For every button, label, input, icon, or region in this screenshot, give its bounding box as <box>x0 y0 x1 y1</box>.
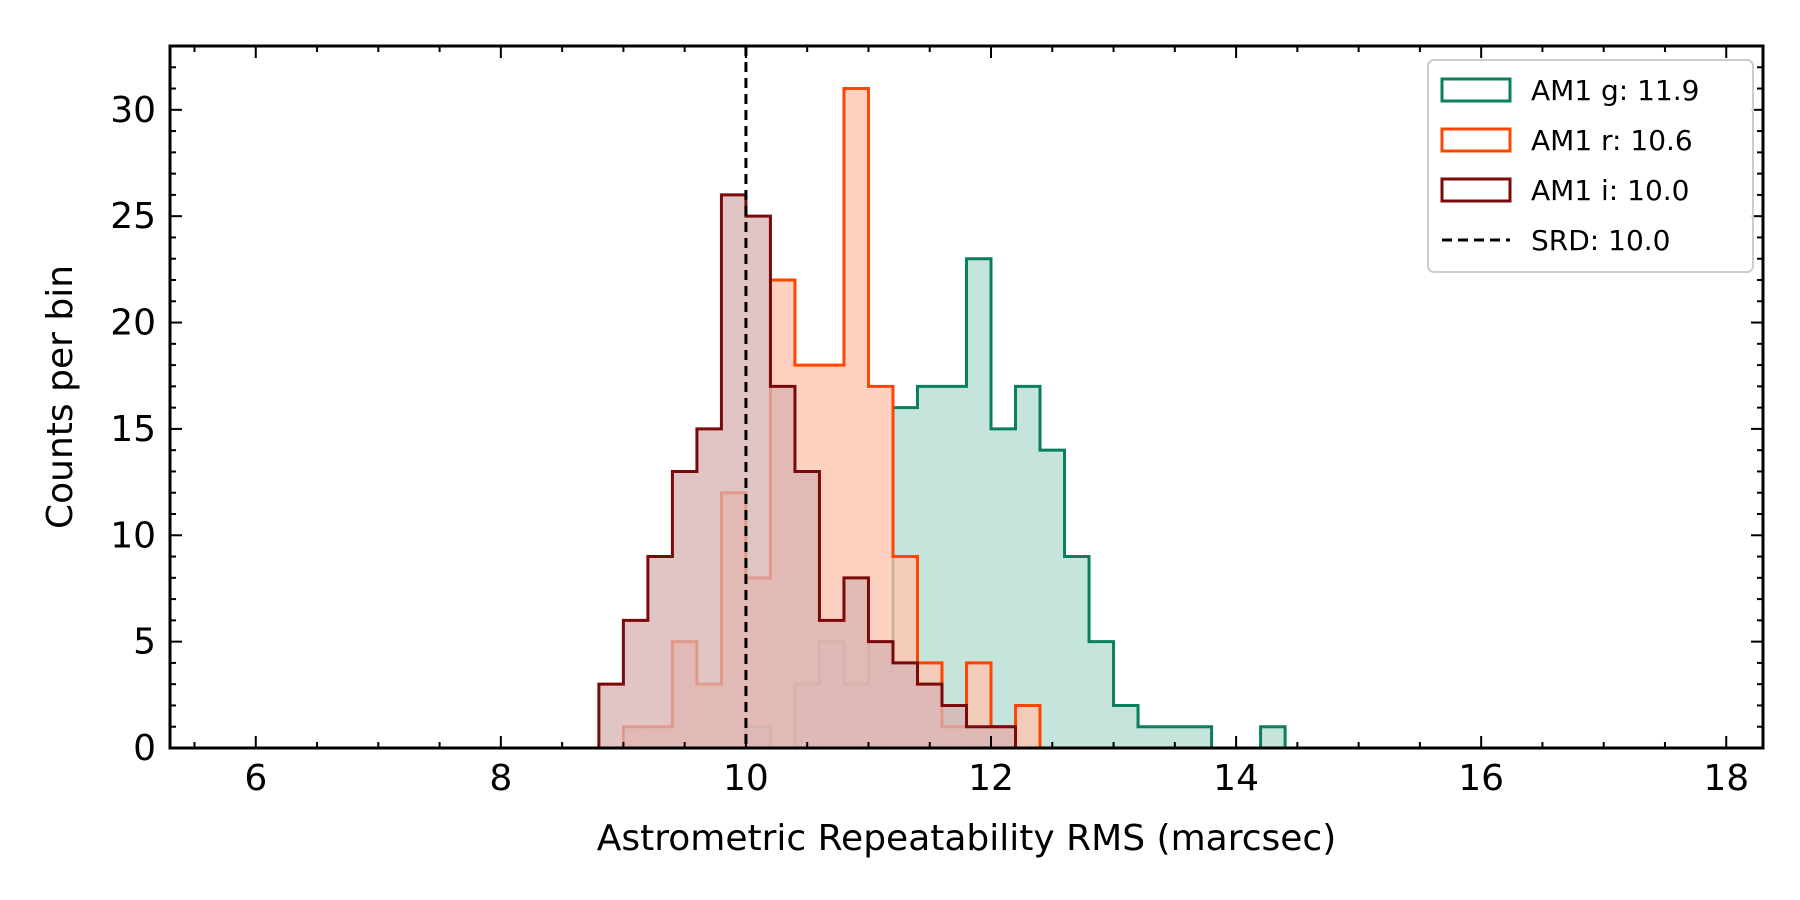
legend-box <box>1427 59 1754 273</box>
y-tick-label: 15 <box>110 409 156 450</box>
bar <box>868 641 893 748</box>
bar <box>598 684 624 748</box>
x-tick-label: 14 <box>1213 758 1259 799</box>
bar <box>647 556 673 748</box>
x-axis-label: Astrometric Repeatability RMS (marcsec) <box>597 818 1337 859</box>
x-tick-label: 16 <box>1458 758 1504 799</box>
x-tick-label: 18 <box>1703 758 1749 799</box>
y-tick-label: 25 <box>110 196 156 237</box>
bar <box>623 620 648 748</box>
bar <box>1260 726 1286 748</box>
bar <box>917 684 942 748</box>
series-2-fills <box>598 194 1016 749</box>
bar <box>1040 450 1065 748</box>
series-2-outline <box>597 193 1018 748</box>
y-tick-label: 0 <box>133 728 156 769</box>
x-tick-label: 10 <box>723 758 769 799</box>
bar <box>941 705 967 748</box>
legend-label: AM1 g: 11.9 <box>1531 74 1699 107</box>
bar <box>819 620 844 748</box>
y-tick-label: 20 <box>110 303 156 344</box>
bar <box>672 471 697 748</box>
bar <box>721 194 746 749</box>
series-layer <box>597 87 1287 750</box>
plot-frame <box>168 44 1765 750</box>
bar <box>1187 726 1212 748</box>
x-tick-label: 8 <box>489 758 512 799</box>
x-tick-label: 6 <box>244 758 267 799</box>
bar <box>991 726 1016 748</box>
series-2 <box>597 193 1018 749</box>
y-tick-label: 5 <box>133 622 156 663</box>
bar <box>696 428 722 748</box>
bar <box>843 577 869 748</box>
legend-label: SRD: 10.0 <box>1531 224 1670 257</box>
bar <box>1138 726 1163 748</box>
bar <box>1089 641 1114 748</box>
bar <box>794 471 820 748</box>
bar <box>1015 705 1041 748</box>
bar <box>1162 726 1188 748</box>
bar <box>1113 705 1139 748</box>
legend-label: AM1 r: 10.6 <box>1531 124 1693 157</box>
bar <box>745 216 771 748</box>
bar <box>892 662 918 748</box>
bar <box>991 428 1016 748</box>
y-tick-label: 10 <box>110 515 156 556</box>
bar <box>770 386 795 748</box>
y-axis-label: Counts per bin <box>40 265 81 529</box>
legend-swatch <box>1440 177 1512 203</box>
ticks-layer: 6 8 10 12 14 16 18 0 5 10 15 20 25 30 <box>110 45 1763 799</box>
bar <box>1015 386 1041 748</box>
bar <box>941 386 967 748</box>
bar <box>1064 556 1090 748</box>
bar <box>966 726 992 748</box>
legend-swatch <box>1440 127 1512 153</box>
legend-swatch <box>1440 77 1512 103</box>
legend-label: AM1 i: 10.0 <box>1531 174 1689 207</box>
y-tick-label: 30 <box>110 90 156 131</box>
legend: AM1 g: 11.9 AM1 r: 10.6 AM1 i: 10.0 SRD: 10… <box>1427 59 1754 273</box>
x-tick-label: 12 <box>968 758 1014 799</box>
